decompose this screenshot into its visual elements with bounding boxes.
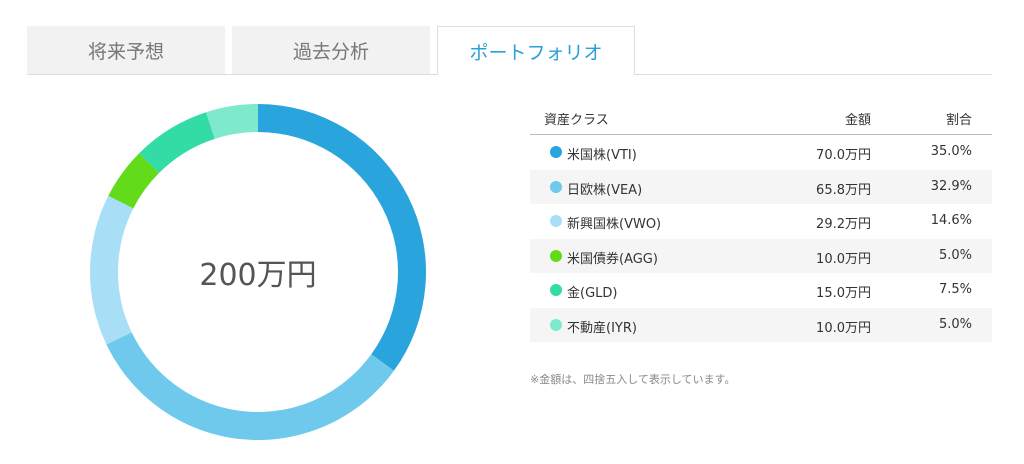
donut-slice-2 bbox=[90, 195, 134, 345]
asset-ratio: 32.9% bbox=[930, 178, 972, 194]
table-row: 金(GLD) 15.0万円 7.5% bbox=[530, 273, 992, 308]
tab-past-analysis[interactable]: 過去分析 bbox=[232, 26, 430, 74]
asset-amount: 29.2万円 bbox=[816, 217, 871, 232]
asset-amount: 65.8万円 bbox=[816, 182, 871, 198]
legend-dot-icon bbox=[550, 215, 562, 227]
tab-bar: 将来予想 過去分析 ポートフォリオ bbox=[27, 26, 992, 75]
asset-name: 日欧株(VEA) bbox=[567, 182, 643, 198]
donut-chart bbox=[90, 104, 426, 440]
asset-ratio: 5.0% bbox=[938, 247, 972, 263]
asset-ratio: 35.0% bbox=[930, 144, 972, 159]
header-asset-class: 資産クラス bbox=[544, 113, 609, 128]
asset-ratio: 5.0% bbox=[938, 316, 972, 332]
asset-amount: 10.0万円 bbox=[816, 251, 871, 267]
asset-name: 新興国株(VWO) bbox=[567, 217, 662, 232]
header-amount: 金額 bbox=[844, 113, 871, 128]
legend-dot-icon bbox=[550, 284, 562, 296]
legend-dot-icon bbox=[550, 249, 562, 262]
legend-dot-icon bbox=[550, 318, 562, 331]
donut-chart-svg bbox=[90, 104, 426, 440]
asset-amount: 70.0万円 bbox=[816, 148, 871, 163]
donut-slice-0 bbox=[258, 104, 426, 371]
asset-amount: 10.0万円 bbox=[816, 320, 871, 336]
asset-amount: 15.0万円 bbox=[816, 286, 871, 301]
table-row: 米国株(VTI) 70.0万円 35.0% bbox=[530, 135, 992, 170]
table-row: 新興国株(VWO) 29.2万円 14.6% bbox=[530, 204, 992, 239]
donut-slice-3 bbox=[108, 153, 160, 209]
donut-slice-5 bbox=[206, 104, 258, 139]
table-row: 日欧株(VEA) 65.8万円 32.9% bbox=[530, 169, 992, 204]
rounding-note: ※金額は、四捨五入して表示しています。 bbox=[530, 373, 736, 386]
asset-name: 不動産(IYR) bbox=[567, 320, 637, 336]
portfolio-table: 資産クラス 金額 割合 米国株(VTI) 70.0万円 35.0% 日欧株(VE… bbox=[530, 100, 992, 342]
asset-name: 米国株(VTI) bbox=[567, 148, 637, 163]
asset-name: 金(GLD) bbox=[567, 286, 618, 301]
tab-future-forecast[interactable]: 将来予想 bbox=[27, 26, 225, 74]
header-ratio: 割合 bbox=[945, 113, 972, 128]
tab-portfolio[interactable]: ポートフォリオ bbox=[437, 26, 635, 75]
asset-name: 米国債券(AGG) bbox=[567, 251, 658, 267]
legend-dot-icon bbox=[550, 146, 562, 158]
donut-slice-4 bbox=[139, 112, 215, 174]
legend-dot-icon bbox=[550, 180, 562, 193]
asset-ratio: 14.6% bbox=[930, 213, 972, 228]
table-row: 不動産(IYR) 10.0万円 5.0% bbox=[530, 307, 992, 342]
asset-ratio: 7.5% bbox=[938, 282, 972, 297]
donut-slice-1 bbox=[106, 332, 394, 440]
table-header: 資産クラス 金額 割合 bbox=[530, 100, 992, 135]
table-row: 米国債券(AGG) 10.0万円 5.0% bbox=[530, 238, 992, 273]
